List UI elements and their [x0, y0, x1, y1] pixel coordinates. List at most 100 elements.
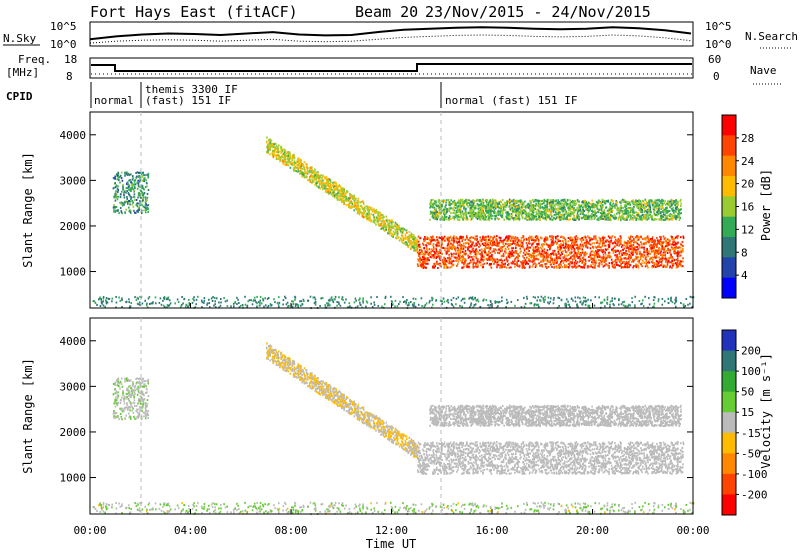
power-cell — [489, 241, 491, 244]
power-cell — [591, 238, 593, 241]
power-cell — [597, 210, 599, 213]
power-cell — [627, 257, 629, 260]
power-cell — [674, 217, 677, 220]
power-cell — [499, 266, 501, 269]
power-cell — [570, 255, 572, 258]
power-cell — [569, 244, 571, 247]
power-cell — [571, 239, 573, 242]
power-cell — [607, 219, 609, 221]
power-cell — [655, 218, 658, 221]
power-cell — [678, 251, 681, 254]
power-cell — [559, 207, 561, 210]
power-cell — [432, 235, 434, 238]
power-cell — [565, 264, 568, 267]
power-cell — [562, 244, 564, 247]
power-cell — [355, 207, 357, 210]
power-cell — [621, 244, 624, 247]
power-cell — [446, 250, 449, 253]
power-cell — [580, 211, 582, 214]
power-cell — [505, 215, 507, 218]
power-cell — [555, 236, 557, 238]
power-cell — [538, 215, 541, 218]
power-cell — [602, 239, 605, 242]
power-cell — [275, 158, 278, 160]
cpid-segment-4: normal (fast) 151 IF — [445, 94, 577, 107]
power-cell — [482, 215, 485, 217]
power-cell — [645, 216, 647, 219]
power-cell — [619, 206, 622, 209]
power-cell — [490, 200, 493, 203]
power-cell — [453, 209, 456, 212]
power-cell — [442, 246, 444, 249]
power-cell — [455, 207, 457, 210]
power-cell — [588, 256, 590, 258]
power-cell — [482, 199, 485, 202]
power-cell — [594, 205, 597, 208]
power-cell — [439, 255, 442, 258]
power-cell — [617, 207, 619, 210]
power-cell — [498, 201, 500, 204]
power-cell — [508, 201, 511, 204]
power-cell — [573, 200, 576, 203]
power-cell — [651, 201, 653, 204]
power-cell — [615, 201, 618, 204]
power-cell — [675, 208, 678, 211]
power-cell — [620, 210, 623, 213]
power-cell — [462, 254, 464, 257]
power-cell — [472, 216, 474, 219]
power-cell — [568, 204, 570, 207]
power-cell — [667, 201, 669, 204]
power-cell — [435, 248, 437, 251]
power-cell — [649, 216, 652, 219]
power-cell — [458, 256, 461, 259]
power-cell — [502, 263, 505, 266]
power-cell — [541, 213, 543, 216]
power-cell — [526, 204, 529, 206]
power-cell — [425, 251, 427, 254]
power-cell — [470, 210, 473, 213]
power-cell — [658, 198, 660, 201]
power-cell — [604, 258, 607, 260]
power-cell — [475, 239, 478, 242]
power-cell — [644, 257, 647, 260]
power-cell — [663, 237, 666, 240]
power-cell — [481, 255, 483, 257]
power-cell — [607, 248, 609, 250]
power-cell — [651, 238, 654, 240]
power-cell — [614, 242, 617, 245]
power-cell — [620, 242, 622, 245]
power-cell — [680, 243, 683, 246]
power-cell — [653, 256, 656, 259]
power-cell — [612, 216, 615, 219]
power-cell — [629, 214, 632, 217]
power-cell — [629, 264, 632, 267]
power-cell — [635, 199, 637, 202]
power-cell — [593, 261, 596, 264]
power-cell — [641, 253, 644, 256]
power-cell — [434, 253, 437, 256]
power-cell — [659, 251, 662, 254]
power-cell — [498, 252, 501, 255]
power-cell — [599, 217, 601, 220]
power-cell — [604, 202, 607, 205]
power-cell — [438, 211, 441, 214]
power-cell — [596, 239, 599, 242]
power-cell — [553, 199, 556, 202]
power-cell — [637, 256, 640, 259]
power-cell — [411, 238, 414, 241]
power-cell — [590, 210, 593, 212]
power-cell — [575, 262, 578, 265]
power-cell — [584, 251, 586, 254]
power-cell — [616, 243, 619, 245]
power-cell — [445, 252, 448, 255]
power-cell — [307, 170, 309, 173]
power-cell — [477, 240, 479, 243]
power-cell — [520, 239, 522, 242]
power-cell — [598, 208, 601, 211]
power-cell — [544, 263, 547, 266]
power-cell — [595, 259, 597, 262]
power-cell — [495, 200, 497, 203]
power-cell — [289, 166, 292, 169]
power-cell — [472, 203, 475, 206]
power-cell — [639, 258, 642, 261]
